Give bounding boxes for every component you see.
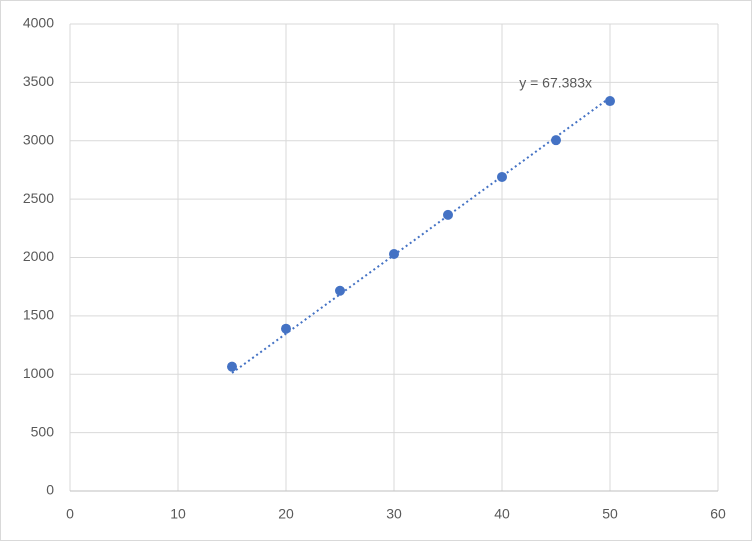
point — [443, 209, 453, 220]
y-tick-label: 500 — [31, 423, 55, 439]
y-tick-label: 2500 — [23, 190, 54, 206]
y-tick-label: 1500 — [23, 307, 54, 323]
x-tick-label: 20 — [278, 506, 294, 522]
y-tick-label: 1000 — [23, 365, 54, 381]
x-tick-label: 10 — [170, 506, 186, 522]
y-tick-label: 4000 — [23, 15, 54, 31]
point — [605, 96, 615, 107]
y-tick-label: 0 — [46, 482, 54, 498]
point — [227, 361, 237, 372]
point — [551, 135, 561, 146]
x-tick-label: 60 — [710, 506, 726, 522]
x-tick-label: 50 — [602, 506, 618, 522]
point — [335, 285, 345, 296]
point — [389, 248, 399, 259]
trendline-label: y = 67.383x — [519, 74, 592, 90]
y-tick-label: 2000 — [23, 248, 54, 264]
y-tick-label: 3000 — [23, 131, 54, 147]
x-tick-label: 40 — [494, 506, 510, 522]
point — [281, 323, 291, 334]
y-tick-label: 3500 — [23, 73, 54, 89]
x-tick-label: 0 — [66, 506, 74, 522]
point — [497, 171, 507, 182]
x-tick-label: 30 — [386, 506, 402, 522]
